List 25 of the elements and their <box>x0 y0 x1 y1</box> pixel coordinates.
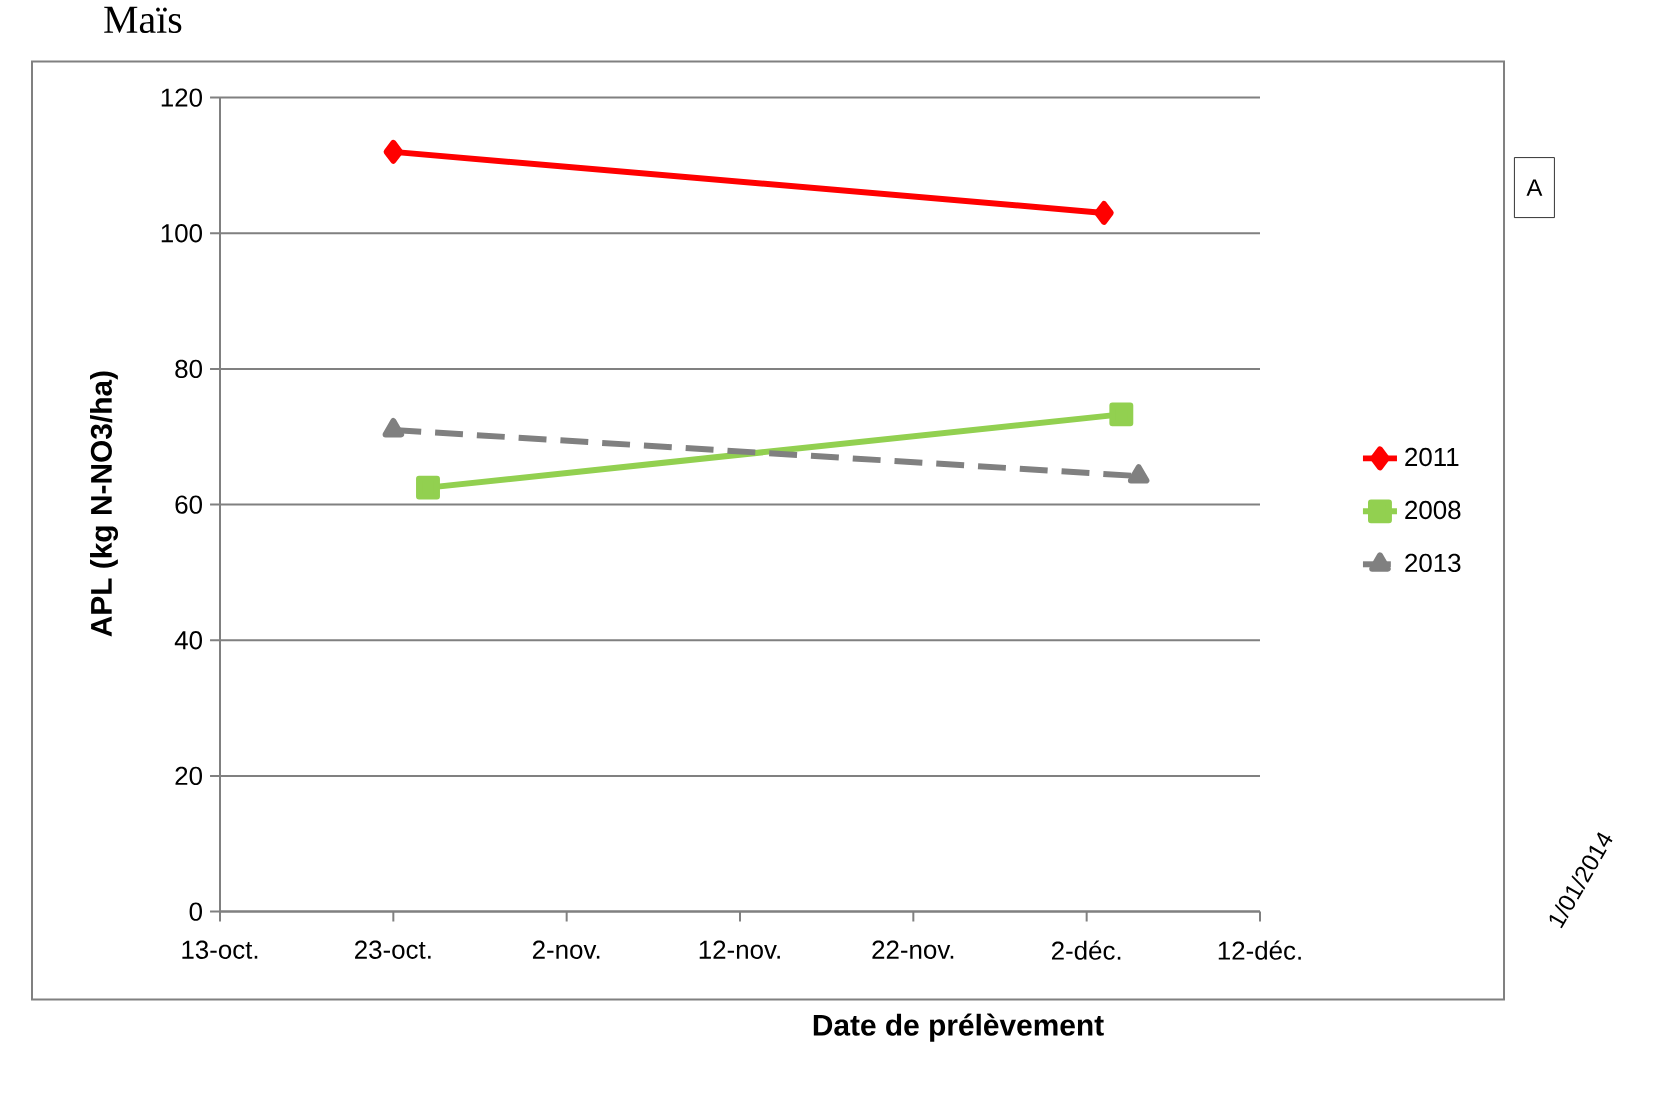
y-tick-label: 60 <box>175 495 202 514</box>
y-tick-label: 20 <box>175 766 202 786</box>
y-tick-label: 100 <box>161 224 202 243</box>
point <box>1109 402 1134 427</box>
y-tick-label: 80 <box>175 359 202 379</box>
x-tick-label: 2-déc. <box>1051 940 1121 961</box>
y-tick-label: 120 <box>161 88 202 107</box>
x-tick-label: 12-déc. <box>1218 940 1301 961</box>
y-axis-title: APL (kg N-NO3/ha) <box>90 371 119 637</box>
point <box>416 475 440 500</box>
point <box>1094 201 1114 226</box>
legend-label: 2013 <box>1405 553 1461 573</box>
x-tick-label: 12-nov. <box>699 940 780 960</box>
y-tick-label: 0 <box>189 902 202 921</box>
point <box>383 140 404 165</box>
y-tick-label: 40 <box>174 631 202 650</box>
x-axis-title: Date de prélèvement <box>813 1013 1104 1042</box>
x-tick-label: 22-nov. <box>872 940 954 960</box>
x-tick-label: 2-nov. <box>532 940 600 960</box>
text: Maïs <box>104 6 182 34</box>
legend-label: 2011 <box>1405 448 1459 467</box>
legend-label: 2008 <box>1405 500 1461 520</box>
x-tick-label: 13-oct. <box>182 940 258 960</box>
text: A <box>1526 179 1543 197</box>
x-tick-label: 23-oct. <box>355 940 431 960</box>
